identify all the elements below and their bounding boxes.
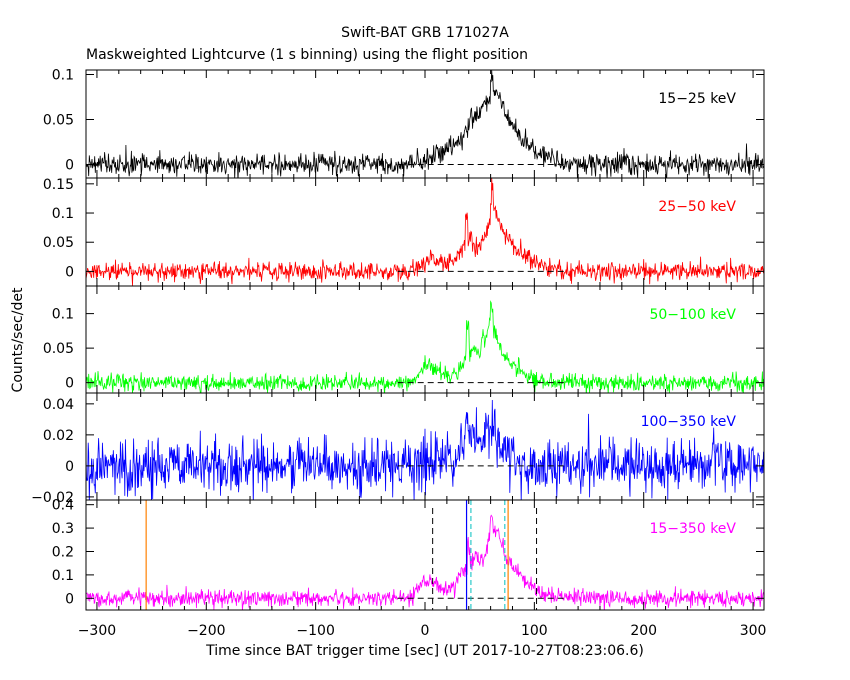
lightcurve-series xyxy=(86,399,764,500)
y-tick-label: 0.05 xyxy=(43,235,74,251)
x-axis-label: Time since BAT trigger time [sec] (UT 20… xyxy=(205,643,644,659)
y-axis-label: Counts/sec/det xyxy=(10,287,26,392)
y-tick-label: 0.2 xyxy=(52,544,74,560)
y-tick-label: 0.1 xyxy=(52,307,74,323)
band-label: 100−350 keV xyxy=(641,414,737,430)
panel-2: 0 0.05 0.1 0.15 25−50 keV xyxy=(43,177,765,287)
x-tick-label: 300 xyxy=(740,623,767,639)
y-tick-label: 0.1 xyxy=(52,68,74,84)
y-tick-label: 0 xyxy=(65,264,74,280)
band-label: 25−50 keV xyxy=(658,199,736,215)
x-tick-label: 100 xyxy=(521,623,548,639)
lightcurve-series xyxy=(86,178,764,286)
y-tick-label: 0 xyxy=(65,459,74,475)
x-tick-label: −200 xyxy=(187,623,225,639)
y-tick-label: 0.04 xyxy=(43,397,74,413)
y-tick-label: 0.1 xyxy=(52,568,74,584)
lightcurve-series xyxy=(86,514,764,610)
y-tick-label: −0.02 xyxy=(31,490,74,506)
y-tick-label: 0 xyxy=(65,158,74,174)
x-tick-label: 0 xyxy=(421,623,430,639)
y-tick-label: 0 xyxy=(65,376,74,392)
chart-subtitle: Maskweighted Lightcurve (1 s binning) us… xyxy=(86,47,528,63)
panel-5: 0 0.1 0.2 0.3 0.4 15−350 keV xyxy=(52,498,765,611)
y-tick-label: 0 xyxy=(65,591,74,607)
band-label: 15−25 keV xyxy=(658,91,736,107)
panel-1: 0 0.05 0.1 15−25 keV xyxy=(43,68,765,179)
lightcurve-series xyxy=(86,300,764,393)
y-tick-label: 0.3 xyxy=(52,521,74,537)
panel-4: 0.04 0.02 0 −0.02 100−350 keV xyxy=(31,392,765,506)
band-label: 15−350 keV xyxy=(649,521,736,537)
chart-title: Swift-BAT GRB 171027A xyxy=(341,25,509,41)
x-tick-label: −100 xyxy=(296,623,334,639)
panel-3: 0 0.05 0.1 50−100 keV xyxy=(43,285,765,394)
panel-frame xyxy=(85,285,765,394)
y-tick-label: 0.4 xyxy=(52,498,74,514)
y-tick-label: 0.02 xyxy=(43,428,74,444)
x-tick-label: 200 xyxy=(630,623,657,639)
panel-frame xyxy=(85,499,765,611)
y-tick-label: 0.1 xyxy=(52,206,74,222)
band-label: 50−100 keV xyxy=(649,307,736,323)
y-tick-label: 0.15 xyxy=(43,177,74,193)
lightcurve-series xyxy=(86,70,764,178)
x-tick-label: −300 xyxy=(78,623,116,639)
y-tick-label: 0.05 xyxy=(43,113,74,129)
y-tick-label: 0.05 xyxy=(43,341,74,357)
